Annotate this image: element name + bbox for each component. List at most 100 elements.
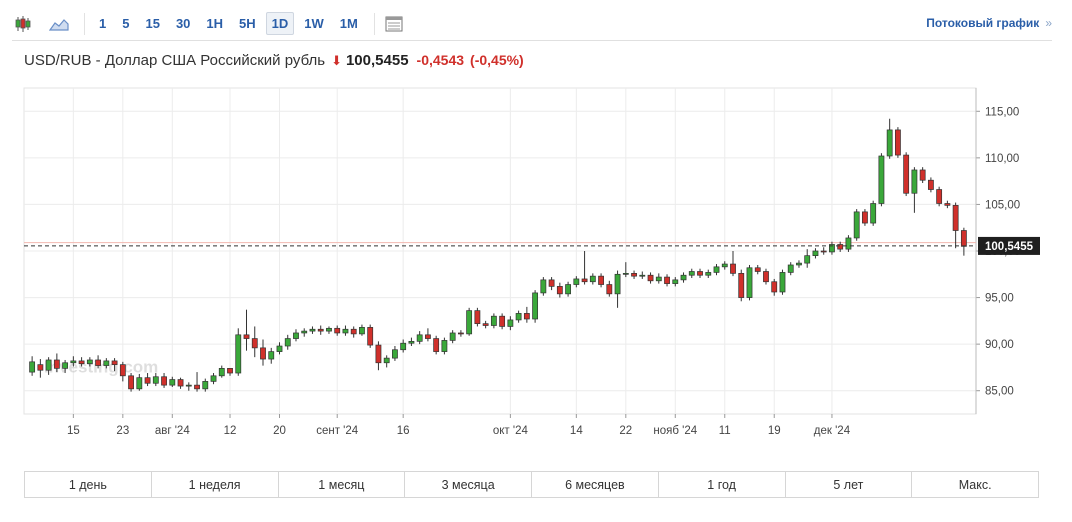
instrument-header: USD/RUB - Доллар США Российский рубль ⬇ …: [24, 52, 524, 72]
candle-up: [713, 266, 720, 273]
range-button[interactable]: 1 неделя: [152, 472, 279, 497]
candle-up: [540, 279, 547, 294]
candle-up: [672, 279, 679, 284]
range-button[interactable]: 1 год: [659, 472, 786, 497]
candle-up: [507, 319, 514, 327]
x-tick-label: 11: [719, 425, 731, 437]
candle-down: [499, 315, 506, 327]
candlestick-chart[interactable]: 85,0090,0095,00100,00105,00110,00115,001…: [0, 80, 1072, 460]
range-button[interactable]: 1 день: [25, 472, 152, 497]
candle-up: [746, 267, 753, 298]
candle-up: [86, 359, 93, 365]
candle-down: [598, 275, 604, 285]
candle-down: [177, 379, 184, 387]
x-tick-label: окт '24: [493, 425, 529, 437]
candle-down: [697, 271, 703, 276]
y-tick-label: 90,00: [985, 339, 1014, 351]
candle-down: [548, 279, 555, 287]
candle-down: [334, 327, 341, 334]
interval-button-1d[interactable]: 1D: [265, 12, 295, 35]
candle-up: [886, 129, 893, 157]
candle-up: [136, 377, 143, 390]
candle-up: [70, 360, 77, 364]
x-tick-label: 20: [273, 425, 286, 437]
candle-up: [639, 274, 646, 277]
candle-down: [927, 179, 934, 190]
candle-down: [243, 334, 250, 339]
table-icon[interactable]: [383, 13, 405, 35]
x-tick-label: дек '24: [814, 425, 851, 437]
candle-down: [37, 364, 44, 371]
watermark: Investing.com: [44, 357, 158, 376]
candle-up: [812, 250, 819, 257]
last-price: 100,5455: [345, 52, 409, 69]
range-button[interactable]: 3 месяца: [405, 472, 532, 497]
price-chart[interactable]: 85,0090,0095,00100,00105,00110,00115,001…: [0, 80, 1072, 460]
candle-up: [103, 360, 110, 366]
price-change-percent: (-0,45%): [470, 52, 524, 68]
x-tick-label: 22: [619, 425, 632, 437]
y-tick-label: 95,00: [985, 293, 1014, 305]
candle-up: [29, 361, 36, 373]
candle-up: [210, 375, 217, 382]
interval-button-30[interactable]: 30: [175, 16, 191, 31]
range-button[interactable]: 1 месяц: [279, 472, 406, 497]
interval-button-1h[interactable]: 1H: [206, 16, 224, 31]
candle-up: [326, 327, 332, 332]
candle-down: [919, 169, 926, 181]
candle-up: [878, 155, 885, 204]
area-chart-icon[interactable]: [48, 13, 70, 35]
candle-down: [581, 278, 588, 283]
candle-up: [152, 376, 159, 384]
candle-down: [730, 263, 736, 274]
interval-button-5[interactable]: 5: [122, 16, 130, 31]
candle-up: [342, 328, 349, 334]
x-tick-label: 16: [397, 425, 410, 437]
x-tick-label: 12: [224, 425, 237, 437]
chart-toolbar: 1 5 15 30 1H 5H 1D 1W 1M Потоковый график »: [12, 7, 1052, 41]
candle-down: [895, 129, 901, 156]
candle-up: [515, 313, 522, 321]
chevron-right-icon: »: [1045, 16, 1052, 30]
candle-down: [837, 244, 844, 250]
x-tick-label: 23: [116, 425, 129, 437]
interval-button-1w[interactable]: 1W: [304, 16, 324, 31]
stream-chart-link[interactable]: Потоковый график »: [926, 16, 1052, 30]
interval-button-1[interactable]: 1: [99, 16, 107, 31]
candle-down: [317, 328, 324, 332]
candle-up: [449, 332, 456, 341]
candle-up: [416, 334, 423, 342]
candle-down: [375, 344, 382, 364]
candle-down: [664, 276, 670, 284]
interval-button-5h[interactable]: 5H: [239, 16, 256, 31]
y-tick-label: 85,00: [985, 386, 1014, 398]
candle-up: [622, 273, 629, 275]
range-button[interactable]: Макс.: [958, 477, 992, 492]
range-button[interactable]: 5 лет: [786, 472, 913, 497]
candle-down: [474, 310, 481, 325]
candle-down: [482, 323, 489, 326]
candle-down: [903, 154, 910, 194]
candle-down: [606, 284, 613, 295]
candle-down: [53, 359, 60, 369]
candle-up: [276, 345, 283, 352]
interval-button-1m[interactable]: 1M: [339, 16, 358, 31]
x-tick-label: 14: [570, 425, 583, 437]
candle-down: [161, 376, 167, 386]
candle-up: [408, 340, 415, 344]
candle-down: [952, 205, 959, 231]
candle-down: [631, 273, 637, 277]
candle-up: [911, 169, 918, 194]
candlestick-icon[interactable]: [12, 13, 34, 35]
candle-down: [738, 273, 745, 298]
candle-up: [301, 330, 308, 334]
range-button[interactable]: 6 месяцев: [532, 472, 659, 497]
candle-up: [845, 237, 852, 250]
toolbar-separator: [373, 12, 375, 35]
candle-down: [771, 281, 778, 293]
candle-down: [944, 203, 951, 206]
candle-down: [194, 384, 200, 390]
x-tick-label: 15: [67, 425, 80, 437]
interval-button-15[interactable]: 15: [145, 16, 160, 31]
candle-down: [820, 250, 827, 253]
